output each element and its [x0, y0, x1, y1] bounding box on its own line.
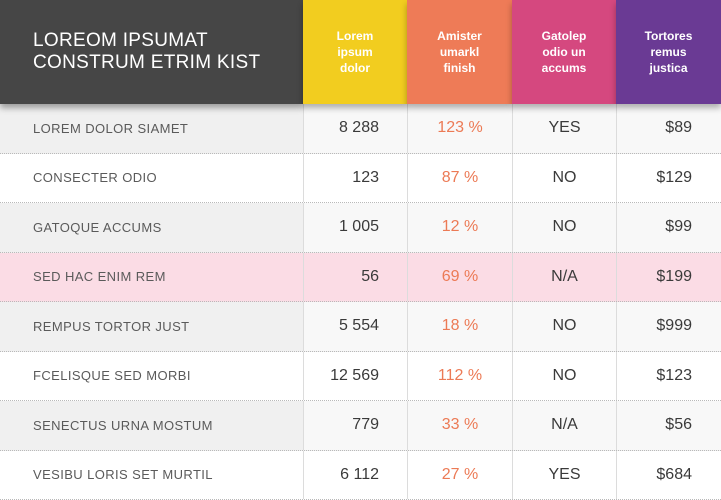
price-cell: $89	[616, 104, 721, 153]
row-label: SENECTUS URNA MOSTUM	[33, 417, 213, 433]
column-header-2-line: umarkl	[439, 45, 480, 59]
row-label: LOREM DOLOR SIAMET	[33, 120, 189, 136]
price-cell: $999	[616, 302, 721, 351]
table-row[interactable]: FCELISQUE SED MORBI 12 569 112 % NO $123	[0, 351, 721, 401]
column-header-4-line: Tortores	[644, 29, 693, 43]
table-body: LOREM DOLOR SIAMET 8 288 123 % YES $89 CONSEC…	[0, 104, 721, 500]
percent-cell: 123 %	[407, 104, 512, 153]
column-header-1-line: Lorem	[336, 29, 374, 43]
column-header-2[interactable]: Amister umarkl finish	[407, 0, 512, 104]
value-cell: 779	[303, 401, 407, 450]
table-row[interactable]: SED HAC ENIM REM 56 69 % N/A $199	[0, 252, 721, 302]
column-header-4-line: remus	[650, 45, 687, 59]
table-title: LOREOM IPSUMAT CONSTRUM ETRIM KIST	[0, 0, 303, 104]
price-cell: $199	[616, 252, 721, 301]
column-header-3-line: accums	[541, 61, 587, 75]
value-cell: 1 005	[303, 203, 407, 252]
value-cell: 8 288	[303, 104, 407, 153]
table-row[interactable]: VESIBU LORIS SET MURTIL 6 112 27 % YES $684	[0, 450, 721, 500]
value-cell: 6 112	[303, 450, 407, 499]
row-label: CONSECTER ODIO	[33, 170, 158, 186]
percent-cell: 27 %	[407, 450, 512, 499]
percent-cell: 69 %	[407, 252, 512, 301]
value-cell: 5 554	[303, 302, 407, 351]
percent-cell: 87 %	[407, 153, 512, 202]
table-row[interactable]: SENECTUS URNA MOSTUM 779 33 % N/A $56	[0, 401, 721, 451]
value-cell: 12 569	[303, 351, 407, 400]
column-header-3-line: odio un	[542, 45, 586, 59]
status-cell: N/A	[512, 401, 616, 450]
percent-cell: 12 %	[407, 203, 512, 252]
row-label: REMPUS TORTOR JUST	[33, 318, 190, 334]
column-header-1[interactable]: Lorem ipsum dolor	[303, 0, 407, 104]
column-header-1-line: dolor	[340, 61, 370, 75]
price-cell: $129	[616, 153, 721, 202]
table-title-line-2: CONSTRUM ETRIM KIST	[33, 52, 261, 73]
column-header-2-line: Amister	[437, 29, 482, 43]
percent-cell: 112 %	[407, 351, 512, 400]
status-cell: YES	[512, 450, 616, 499]
table-row[interactable]: REMPUS TORTOR JUST 5 554 18 % NO $999	[0, 302, 721, 352]
status-cell: YES	[512, 104, 616, 153]
column-header-1-line: ipsum	[337, 45, 373, 59]
status-cell: NO	[512, 153, 616, 202]
table-row[interactable]: LOREM DOLOR SIAMET 8 288 123 % YES $89	[0, 104, 721, 154]
table-title-line-1: LOREOM IPSUMAT	[33, 30, 208, 51]
column-header-2-line: finish	[443, 61, 476, 75]
table-row[interactable]: GATOQUE ACCUMS 1 005 12 % NO $99	[0, 203, 721, 253]
table-row[interactable]: CONSECTER ODIO 123 87 % NO $129	[0, 153, 721, 203]
percent-cell: 18 %	[407, 302, 512, 351]
row-label: FCELISQUE SED MORBI	[33, 368, 191, 384]
status-cell: N/A	[512, 252, 616, 301]
price-cell: $99	[616, 203, 721, 252]
status-cell: NO	[512, 351, 616, 400]
value-cell: 56	[303, 252, 407, 301]
column-header-3[interactable]: Gatolep odio un accums	[512, 0, 616, 104]
status-cell: NO	[512, 203, 616, 252]
row-label: VESIBU LORIS SET MURTIL	[33, 467, 213, 483]
price-cell: $684	[616, 450, 721, 499]
value-cell: 123	[303, 153, 407, 202]
price-cell: $123	[616, 351, 721, 400]
row-label: SED HAC ENIM REM	[33, 269, 166, 285]
table-header: LOREOM IPSUMAT CONSTRUM ETRIM KIST Lorem…	[0, 0, 721, 104]
status-cell: NO	[512, 302, 616, 351]
price-cell: $56	[616, 401, 721, 450]
column-header-4[interactable]: Tortores remus justica	[616, 0, 721, 104]
column-header-3-line: Gatolep	[541, 29, 587, 43]
column-header-4-line: justica	[649, 61, 688, 75]
row-label: GATOQUE ACCUMS	[33, 219, 162, 235]
percent-cell: 33 %	[407, 401, 512, 450]
